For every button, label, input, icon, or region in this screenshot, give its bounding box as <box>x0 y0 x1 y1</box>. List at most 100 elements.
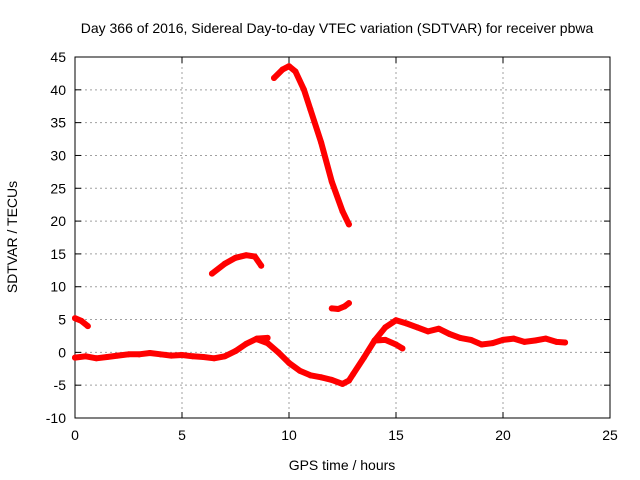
data-point <box>393 317 399 324</box>
x-axis-label: GPS time / hours <box>289 457 396 473</box>
data-point <box>510 335 517 342</box>
data-point <box>168 352 175 359</box>
data-point <box>393 341 399 348</box>
data-point <box>93 355 100 362</box>
data-point <box>72 315 78 322</box>
y-tick-label: 30 <box>50 147 66 163</box>
x-tick-label: 5 <box>178 427 186 443</box>
data-point <box>136 351 143 358</box>
data-point <box>157 351 164 358</box>
data-point <box>243 252 250 259</box>
data-point <box>360 354 367 361</box>
data-point <box>345 300 352 307</box>
data-point <box>146 350 153 357</box>
y-tick-label: 10 <box>50 279 66 295</box>
data-point <box>435 325 442 332</box>
data-point <box>232 348 239 355</box>
y-tick-label: 20 <box>50 213 66 229</box>
series-line-segment-d <box>371 336 406 352</box>
data-point <box>251 253 258 260</box>
data-point <box>286 359 292 366</box>
data-point <box>84 323 91 330</box>
plot-frame <box>74 56 611 419</box>
y-axis-label: SDTVAR / TECUs <box>4 181 20 293</box>
y-tick-label: 40 <box>50 82 66 98</box>
data-point <box>399 345 406 352</box>
data-point <box>339 208 346 215</box>
data-point <box>264 334 271 341</box>
data-point <box>211 355 218 362</box>
x-tick-label: 10 <box>281 427 297 443</box>
data-point <box>72 354 78 361</box>
data-point <box>275 349 282 356</box>
data-point <box>279 66 286 73</box>
y-tick-label: 0 <box>58 344 66 360</box>
data-point <box>335 306 342 313</box>
data-point <box>382 324 389 331</box>
plot-area <box>72 63 569 387</box>
data-point <box>489 340 496 347</box>
data-point <box>300 86 307 93</box>
data-point <box>500 336 506 343</box>
data-point <box>292 68 299 75</box>
data-point <box>296 367 303 374</box>
series-line-segment-f <box>271 63 352 228</box>
data-point <box>562 339 569 346</box>
data-point <box>318 374 325 381</box>
data-point <box>403 320 410 327</box>
chart-title: Day 366 of 2016, Sidereal Day-to-day VTE… <box>81 20 594 36</box>
data-point <box>307 372 314 379</box>
data-point <box>318 139 325 146</box>
data-point <box>339 380 346 387</box>
data-point <box>532 337 539 344</box>
data-point <box>521 338 528 345</box>
data-point <box>425 328 432 335</box>
data-point <box>328 178 335 185</box>
grid <box>75 57 610 418</box>
data-point <box>82 353 89 360</box>
x-tick-label: 15 <box>388 427 404 443</box>
axis-ticks: 0 5 10 15 20 25 -10 -5 0 5 10 15 20 25 30 35 40 45 <box>46 49 618 443</box>
data-point <box>542 335 549 342</box>
y-tick-label: -10 <box>46 410 66 426</box>
data-point <box>125 351 132 358</box>
data-point <box>114 352 121 359</box>
data-point <box>345 377 352 384</box>
y-tick-label: 5 <box>58 312 66 328</box>
data-point <box>371 337 378 344</box>
data-point <box>286 63 292 70</box>
data-point <box>328 305 335 312</box>
data-point <box>328 376 335 383</box>
data-point <box>382 336 389 343</box>
data-point <box>104 353 111 360</box>
data-point <box>341 303 348 310</box>
data-point <box>179 351 185 358</box>
data-point <box>446 330 453 337</box>
data-point <box>307 106 314 113</box>
data-point <box>78 317 85 324</box>
data-point <box>189 353 196 360</box>
y-tick-label: 45 <box>50 49 66 65</box>
y-tick-label: 35 <box>50 115 66 131</box>
y-tick-label: 15 <box>50 246 66 262</box>
data-point <box>414 324 421 331</box>
x-tick-label: 0 <box>71 427 79 443</box>
data-point <box>457 334 464 341</box>
data-point <box>264 340 271 347</box>
data-point <box>467 336 474 343</box>
data-point <box>271 75 278 82</box>
data-point <box>350 371 357 378</box>
data-point <box>200 353 207 360</box>
x-tick-label: 20 <box>495 427 511 443</box>
data-point <box>243 340 250 347</box>
data-point <box>208 270 215 277</box>
data-point <box>221 260 228 267</box>
y-tick-label: 25 <box>50 180 66 196</box>
data-point <box>345 221 352 228</box>
y-tick-label: -5 <box>54 377 67 393</box>
x-tick-label: 25 <box>602 427 618 443</box>
data-point <box>221 353 228 360</box>
data-point <box>553 338 560 345</box>
data-point <box>478 341 485 348</box>
